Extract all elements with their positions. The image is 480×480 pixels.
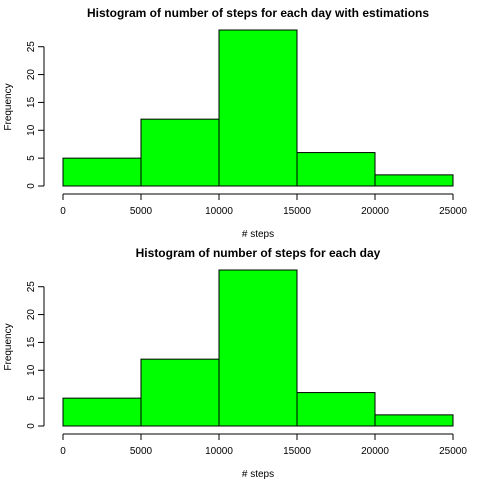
x-tick-label: 0 (60, 206, 66, 217)
y-tick-label: 5 (26, 395, 37, 401)
y-tick-label: 25 (26, 281, 37, 293)
x-tick-label: 0 (60, 446, 66, 457)
histogram-bar (296, 152, 376, 187)
histogram-panel-with-estimations: Histogram of number of steps for each da… (3, 6, 467, 240)
histogram-panel-raw: Histogram of number of steps for each da… (3, 246, 467, 480)
y-tick-label: 10 (26, 124, 37, 136)
histogram-bar (296, 392, 376, 427)
x-tick-label: 10000 (205, 206, 233, 217)
y-tick-label: 15 (26, 336, 37, 348)
y-axis-label: Frequency (3, 323, 14, 370)
x-tick-label: 20000 (361, 206, 389, 217)
y-tick-label: 15 (26, 96, 37, 108)
histogram-bar (218, 269, 298, 427)
bars (62, 29, 454, 187)
x-axis: 0 5000 10000 15000 20000 25000 (60, 433, 467, 457)
x-axis: 0 5000 10000 15000 20000 25000 (60, 193, 467, 217)
x-tick-label: 20000 (361, 446, 389, 457)
x-tick-label: 10000 (205, 446, 233, 457)
y-tick-label: 0 (26, 423, 37, 429)
histogram-bar (62, 397, 142, 427)
x-axis-label: # steps (242, 229, 274, 240)
y-axis-label: Frequency (3, 83, 14, 130)
x-tick-label: 5000 (130, 206, 153, 217)
y-tick-label: 20 (26, 69, 37, 81)
y-tick-label: 0 (26, 183, 37, 189)
y-axis: 0 5 10 15 20 25 (26, 281, 45, 429)
histogram-bar (218, 29, 298, 187)
y-axis: 0 5 10 15 20 25 (26, 41, 45, 189)
x-axis-label: # steps (242, 469, 274, 480)
histogram-bar (374, 174, 454, 187)
y-tick-label: 5 (26, 155, 37, 161)
chart-title: Histogram of number of steps for each da… (136, 246, 381, 260)
y-tick-label: 10 (26, 364, 37, 376)
histogram-bar (140, 358, 220, 427)
y-tick-label: 25 (26, 41, 37, 53)
histogram-bar (140, 118, 220, 187)
histogram-bar (62, 157, 142, 187)
x-tick-label: 5000 (130, 446, 153, 457)
x-tick-label: 15000 (283, 446, 311, 457)
x-tick-label: 25000 (439, 446, 467, 457)
y-tick-label: 20 (26, 309, 37, 321)
x-tick-label: 25000 (439, 206, 467, 217)
bars (62, 269, 454, 427)
x-tick-label: 15000 (283, 206, 311, 217)
histogram-bar (374, 414, 454, 427)
chart-title: Histogram of number of steps for each da… (87, 6, 429, 20)
